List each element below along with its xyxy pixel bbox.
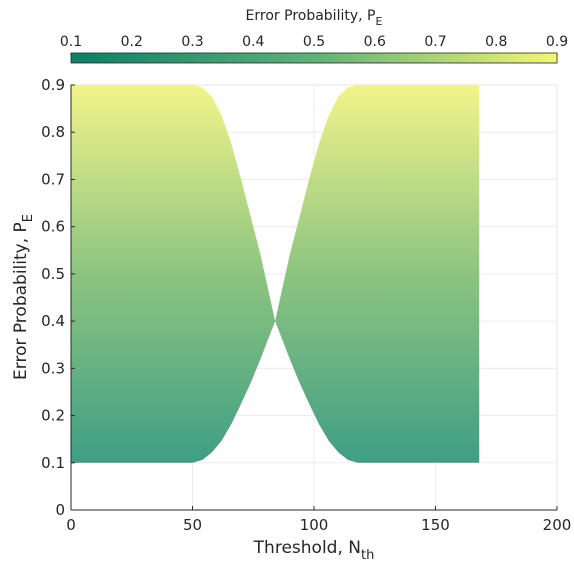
colorbar-tick-label: 0.5: [303, 34, 325, 50]
y-tick-label: 0.4: [41, 312, 65, 330]
colorbar-tick-label: 0.6: [364, 34, 386, 50]
x-tick-label: 50: [183, 516, 202, 534]
error-probability-region: [71, 85, 480, 463]
y-axis-label: Error Probability, PE: [11, 214, 36, 380]
x-axis-label: Threshold, Nth: [253, 538, 375, 561]
x-axis-ticks: 0 50 100 150 200: [66, 506, 571, 534]
plot-area: 0 50 100 150 200 0 0.1 0.2 0.3 0.4 0.5 0.6 0.7 0.8 0.…: [41, 76, 571, 534]
x-tick-label: 200: [543, 516, 572, 534]
y-tick-label: 0.8: [41, 123, 65, 141]
y-tick-label: 0.5: [41, 265, 65, 283]
colorbar: Error Probability, PE 0.1 0.2 0.3 0.4 0.5 0.6…: [60, 8, 568, 64]
colorbar-gradient: [70, 52, 558, 64]
colorbar-tick-label: 0.7: [424, 34, 446, 50]
y-tick-label: 0.7: [41, 170, 65, 188]
colorbar-tick-label: 0.8: [485, 34, 507, 50]
x-tick-label: 100: [300, 516, 329, 534]
x-tick-label: 0: [66, 516, 76, 534]
y-tick-label: 0.2: [41, 407, 65, 425]
y-tick-label: 0.3: [41, 359, 65, 377]
colorbar-label: Error Probability, PE: [246, 8, 383, 28]
y-tick-label: 0.6: [41, 218, 65, 236]
x-tick-label: 150: [421, 516, 450, 534]
colorbar-tick-labels: 0.1 0.2 0.3 0.4 0.5 0.6 0.7 0.8 0.9: [60, 34, 568, 56]
colorbar-tick-label: 0.4: [242, 34, 264, 50]
y-tick-label: 0: [55, 501, 65, 519]
colorbar-tick-label: 0.2: [121, 34, 143, 50]
y-tick-label: 0.1: [41, 454, 65, 472]
colorbar-tick-label: 0.1: [60, 34, 82, 50]
y-axis-ticks: 0 0.1 0.2 0.3 0.4 0.5 0.6 0.7 0.8 0.9: [41, 76, 75, 519]
y-tick-label: 0.9: [41, 76, 65, 94]
colorbar-tick-label: 0.9: [546, 34, 568, 50]
colorbar-tick-label: 0.3: [181, 34, 203, 50]
